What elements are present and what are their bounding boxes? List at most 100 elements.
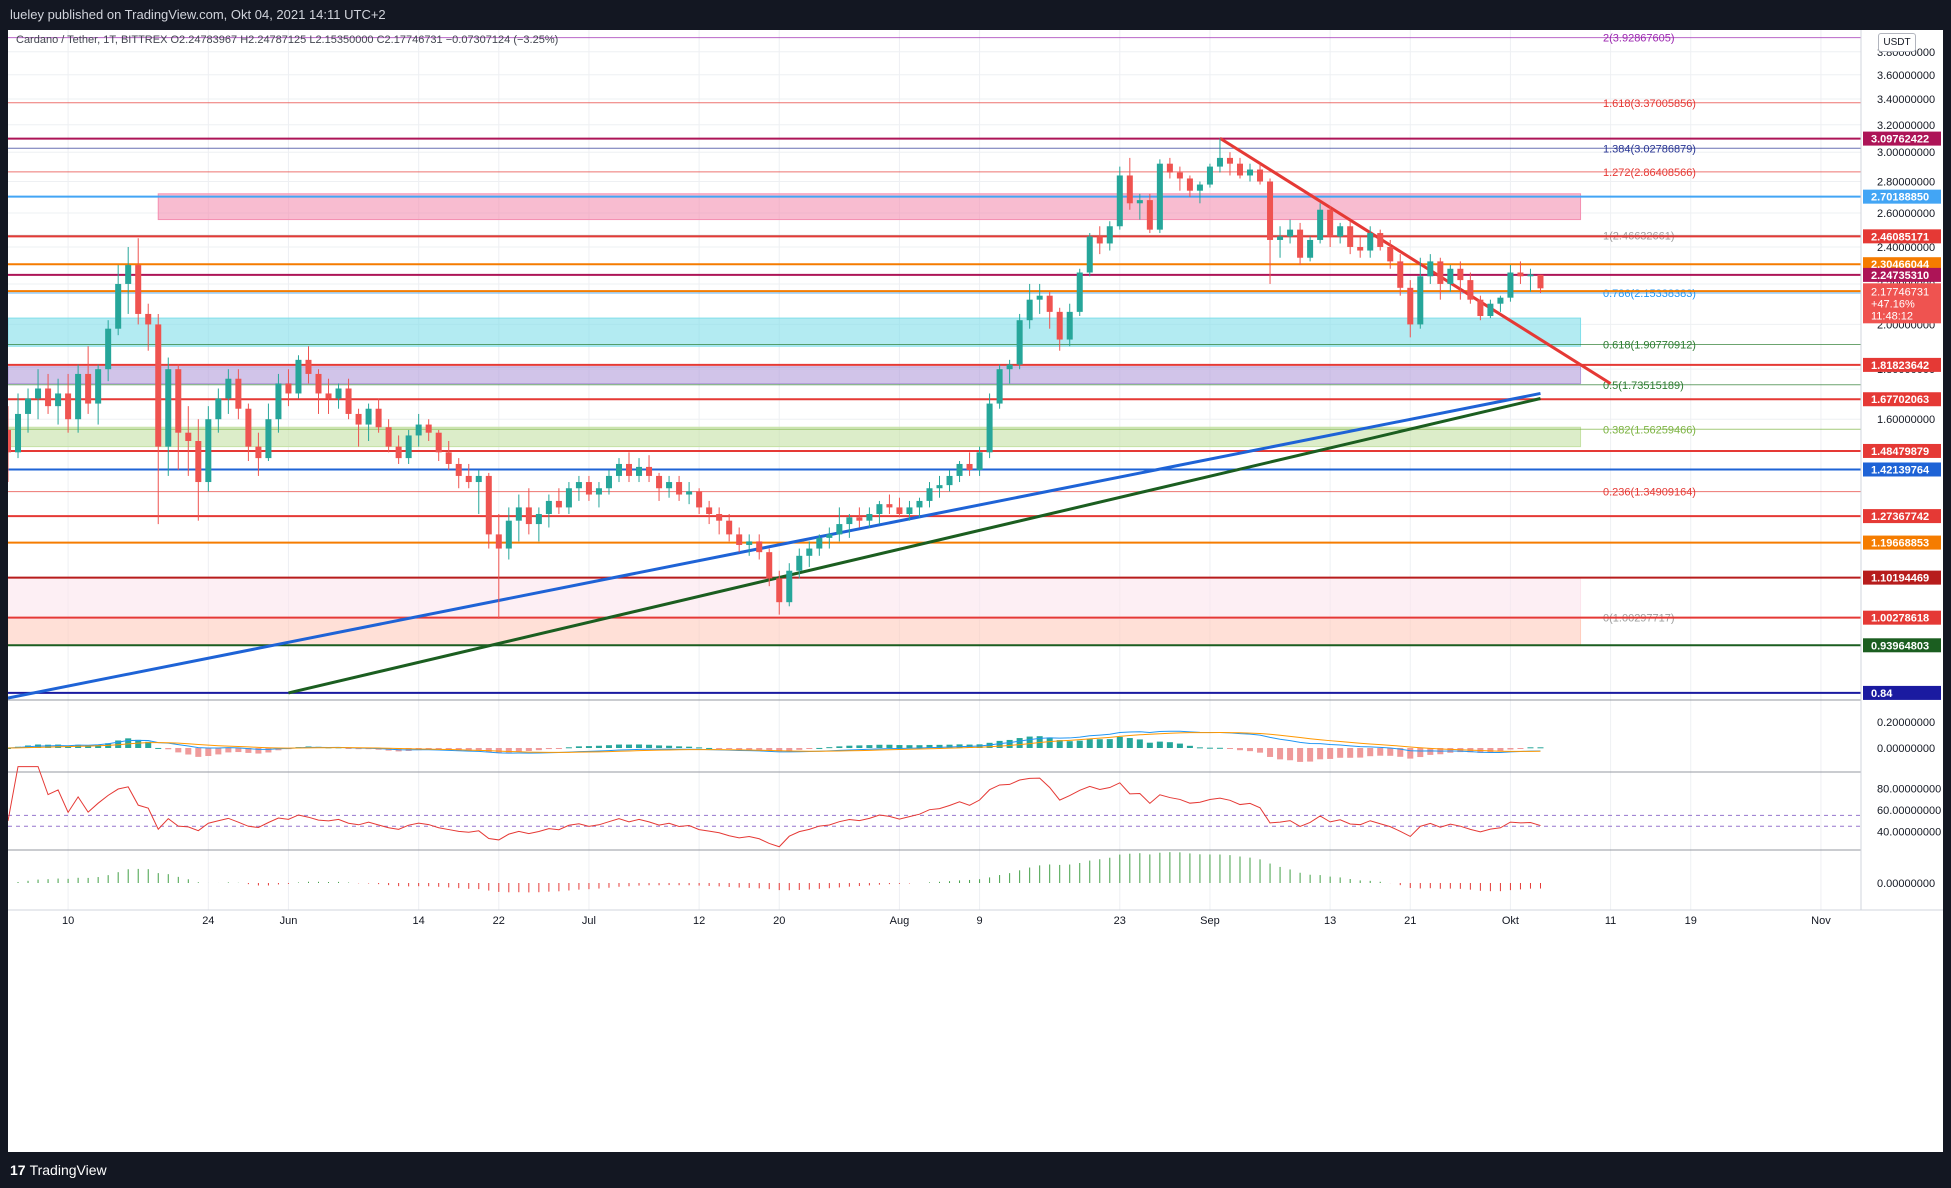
current-price-tag — [1863, 283, 1941, 324]
macd-histogram-bar — [545, 748, 552, 750]
macd-line — [8, 730, 1541, 754]
macd-histogram-bar — [666, 745, 673, 748]
macd-histogram-bar — [796, 748, 803, 750]
candle-body — [1407, 287, 1414, 325]
price-tick-label: 3.20000000 — [1877, 120, 1935, 132]
currency-badge[interactable]: USDT — [1878, 33, 1916, 52]
macd-histogram-bar — [946, 744, 953, 748]
time-tick-label: Nov — [1811, 915, 1831, 927]
macd-histogram-bar — [996, 740, 1003, 748]
price-axis-panel — [1861, 30, 1943, 930]
macd-histogram-bar — [485, 748, 492, 753]
candle-body — [95, 369, 102, 404]
macd-histogram-bar — [535, 748, 542, 751]
macd-histogram-bar — [1146, 742, 1153, 748]
level-price-tag-label: 3.09762422 — [1871, 134, 1929, 146]
candle-body — [1507, 272, 1514, 298]
candle-body — [1497, 297, 1504, 304]
candle-body — [986, 403, 993, 453]
macd-histogram-bar — [525, 748, 532, 751]
macd-histogram-bar — [185, 748, 192, 755]
macd-histogram-bar — [676, 746, 683, 748]
level-price-tag — [1863, 189, 1941, 204]
price-tick-label: 3.40000000 — [1877, 94, 1935, 106]
candle-body — [275, 383, 282, 420]
candle-body — [405, 435, 412, 459]
candle-body — [1357, 246, 1364, 251]
candle-body — [495, 534, 502, 549]
fib-level-label: 0.786(2.15338383) — [1603, 288, 1696, 300]
price-tick-label: 3.00000000 — [1877, 147, 1935, 159]
macd-histogram-bar — [1126, 738, 1133, 748]
support-resistance-zone — [8, 317, 1582, 347]
candle-body — [696, 491, 703, 508]
macd-histogram-bar — [1056, 740, 1063, 748]
candle-body — [385, 427, 392, 447]
macd-histogram-bar — [8, 748, 12, 749]
candle-body — [575, 482, 582, 489]
candle-body — [926, 488, 933, 501]
macd-histogram-bar — [1247, 748, 1254, 752]
macd-histogram-bar — [1066, 741, 1073, 748]
macd-histogram-bar — [886, 744, 893, 748]
macd-histogram-bar — [1337, 748, 1344, 758]
candle-body — [896, 507, 903, 514]
candle-body — [826, 534, 833, 538]
candle-body — [15, 413, 22, 453]
macd-histogram-bar — [1387, 748, 1394, 756]
candle-body — [565, 488, 572, 508]
price-chart[interactable]: 2(3.92867605) 1.618(3.37005856) 1.384(3.02… — [8, 30, 1943, 1152]
level-price-tag — [1863, 462, 1941, 477]
candle-body — [85, 373, 92, 404]
candle-body — [585, 482, 592, 495]
macd-tick-label: 0.20000000 — [1877, 717, 1935, 729]
macd-histogram-bar — [1116, 736, 1123, 748]
macd-histogram-bar — [555, 748, 562, 749]
trendline — [8, 391, 1541, 700]
time-tick-label: 13 — [1324, 915, 1336, 927]
candle-body — [375, 408, 382, 428]
macd-histogram-bar — [145, 741, 152, 748]
level-price-tag — [1863, 443, 1941, 458]
candle-body — [1016, 320, 1023, 365]
candle-body — [706, 507, 713, 514]
macd-histogram-bar — [175, 748, 182, 753]
candle-body — [1517, 272, 1524, 277]
fib-level-label: 1.272(2.86408566) — [1603, 167, 1696, 179]
macd-histogram-bar — [816, 747, 823, 749]
macd-histogram-bar — [1347, 748, 1354, 758]
candle-body — [435, 432, 442, 453]
candle-body — [1287, 229, 1294, 237]
level-price-tag — [1863, 685, 1941, 700]
macd-histogram-bar — [756, 748, 763, 750]
candle-body — [215, 398, 222, 420]
tradingview-logo[interactable]: 17 TradingView — [10, 1152, 107, 1188]
candle-body — [1056, 311, 1063, 340]
candle-body — [115, 283, 122, 329]
rsi-line — [8, 766, 1541, 848]
candle-body — [1327, 209, 1334, 237]
macd-histogram-bar — [626, 744, 633, 748]
macd-histogram-bar — [165, 748, 172, 750]
macd-histogram-bar — [605, 745, 612, 748]
candle-body — [1317, 209, 1324, 240]
candle-body — [235, 378, 242, 409]
macd-histogram-bar — [1507, 748, 1514, 750]
time-tick-label: 22 — [493, 915, 505, 927]
left-frame — [0, 30, 8, 1152]
level-price-tag — [1863, 257, 1941, 272]
macd-histogram-bar — [1046, 737, 1053, 748]
macd-histogram-bar — [1317, 748, 1324, 760]
macd-histogram-bar — [1076, 740, 1083, 748]
candle-body — [525, 507, 532, 525]
macd-histogram-bar — [746, 748, 753, 750]
rsi-tick-label: 80.00000000 — [1877, 783, 1941, 795]
price-tick-label: 1.60000000 — [1877, 414, 1935, 426]
candle-body — [345, 388, 352, 414]
macd-histogram-bar — [1006, 739, 1013, 748]
candle-body — [666, 482, 673, 489]
candle-body — [295, 359, 302, 394]
candle-body — [1156, 163, 1163, 230]
rsi-tick-label: 60.00000000 — [1877, 805, 1941, 817]
macd-histogram-bar — [345, 748, 352, 749]
